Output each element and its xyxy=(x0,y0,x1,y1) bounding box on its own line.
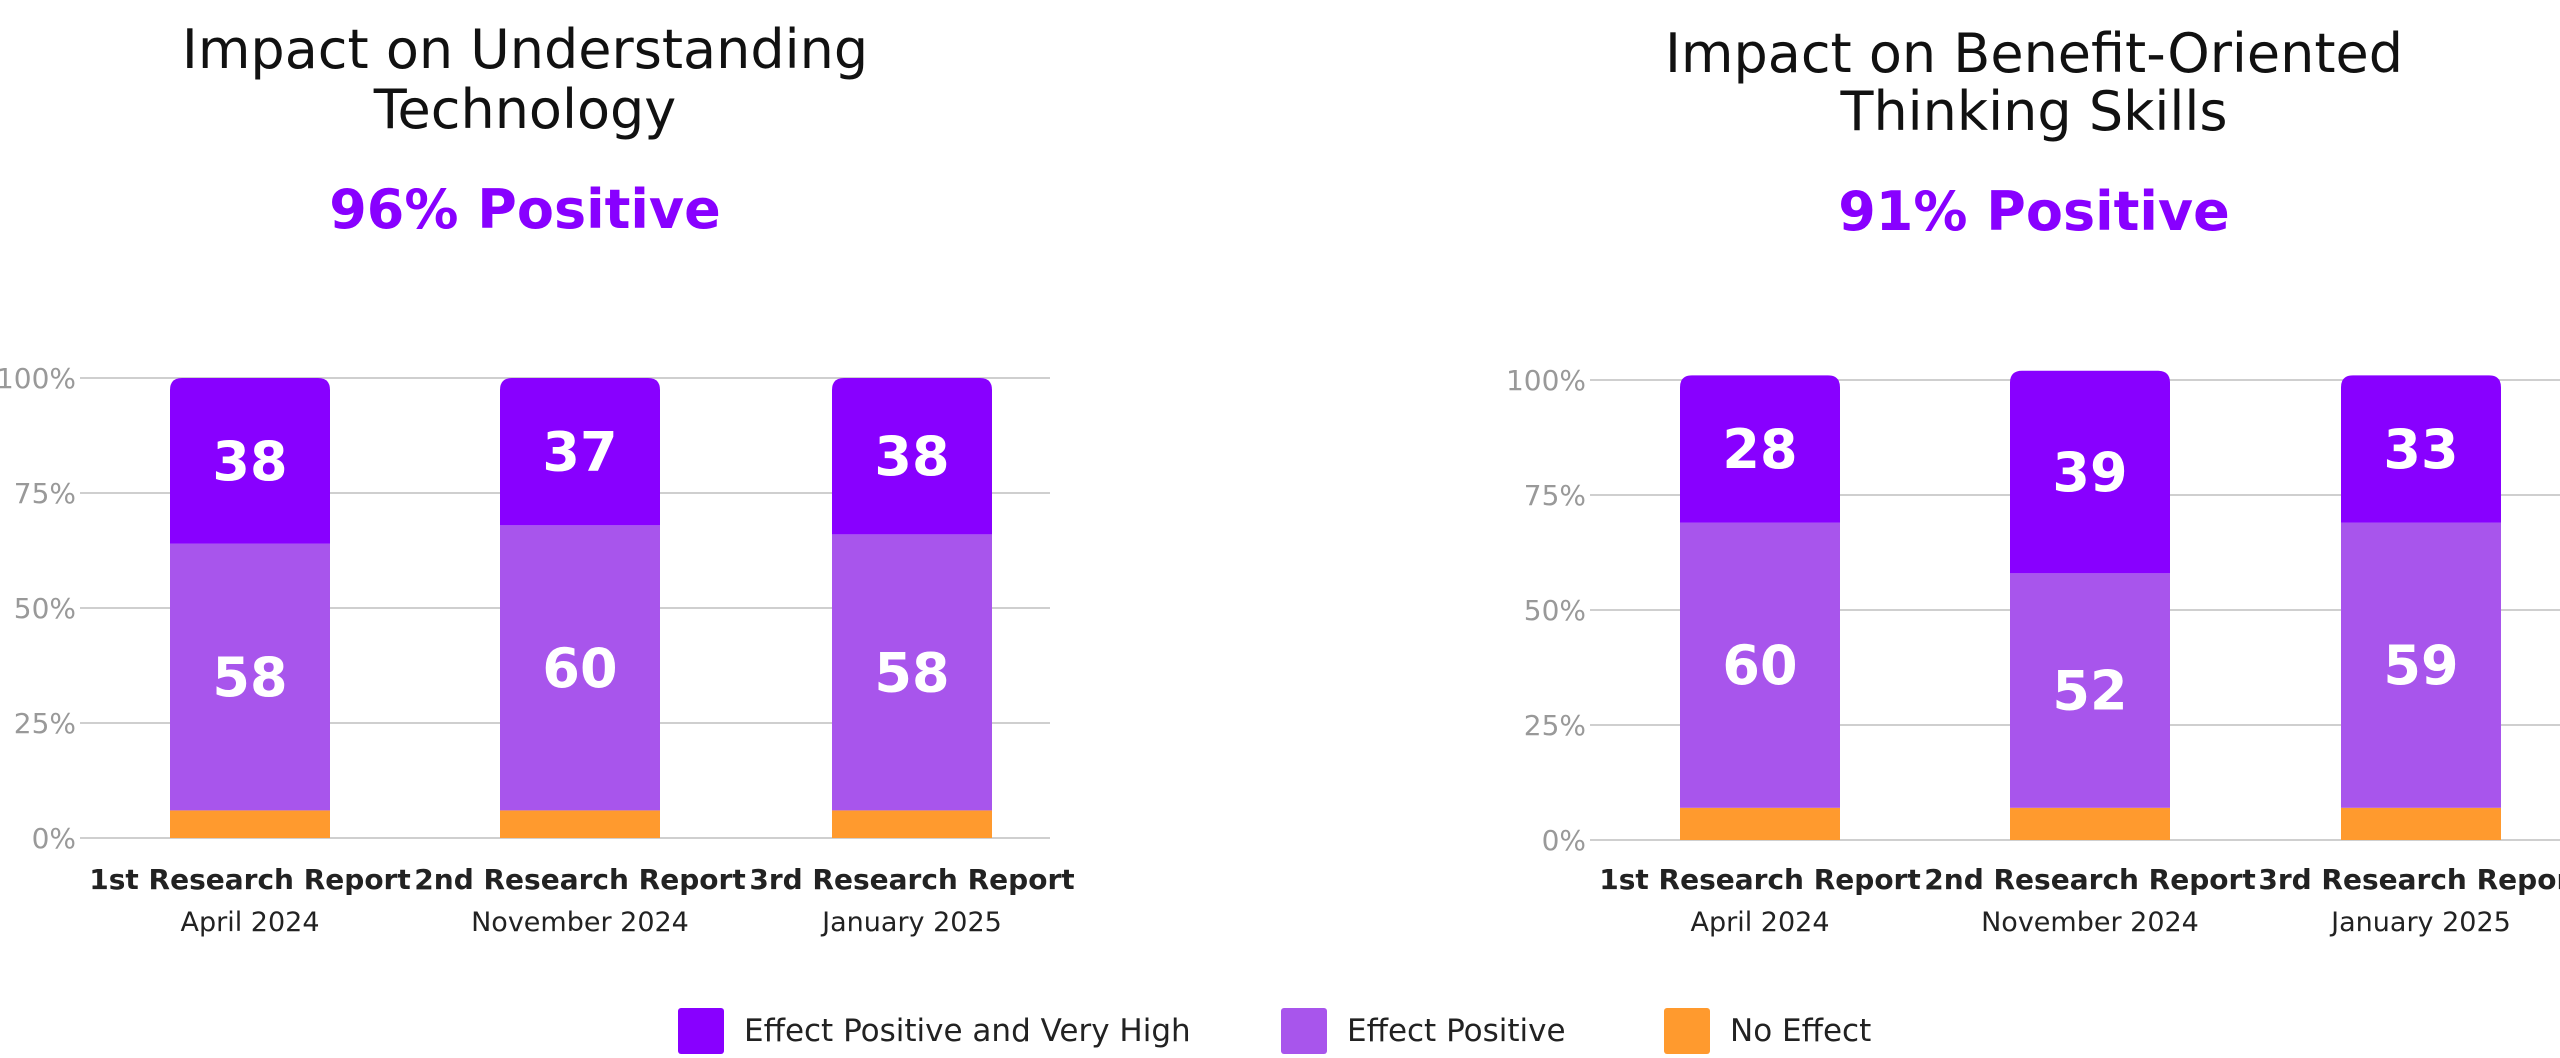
bar-effect-positive-2 xyxy=(2010,573,2170,808)
legend-label-positive: Effect Positive xyxy=(1347,1013,1566,1049)
y-tick-label: 0% xyxy=(1542,824,1586,857)
bar-effect-positive-3 xyxy=(832,534,992,811)
bar-effect-positive-and-very-high-3 xyxy=(832,378,992,535)
bar-no-effect-1 xyxy=(170,810,330,838)
legend: Effect Positive and Very High Effect Pos… xyxy=(0,1006,2560,1058)
data-label-effect-positive-and-very-high: 33 xyxy=(2383,418,2458,481)
bar-effect-positive-1 xyxy=(170,543,330,811)
chart-title-line: Impact on Benefit-Oriented xyxy=(1665,22,2403,85)
legend-label-no-effect: No Effect xyxy=(1730,1013,1872,1049)
bar-effect-positive-and-very-high-1 xyxy=(170,378,330,544)
chart-subtitle: 96% Positive xyxy=(329,178,721,241)
bar-effect-positive-2 xyxy=(500,525,660,811)
legend-item-very-high: Effect Positive and Very High xyxy=(678,1006,1191,1056)
x-category-sublabel: April 2024 xyxy=(180,907,319,938)
x-category-sublabel: April 2024 xyxy=(1690,907,1829,938)
x-category-sublabel: January 2025 xyxy=(2329,907,2511,938)
data-label-effect-positive: 59 xyxy=(2383,634,2458,697)
data-label-effect-positive: 60 xyxy=(1722,634,1797,697)
data-label-effect-positive-and-very-high: 39 xyxy=(2052,441,2127,504)
y-tick-label: 100% xyxy=(1506,364,1586,397)
y-tick-label: 75% xyxy=(14,477,76,510)
chart-title-line: Thinking Skills xyxy=(1839,80,2227,143)
y-tick-label: 50% xyxy=(14,592,76,625)
y-tick-label: 100% xyxy=(0,362,76,395)
legend-swatch-positive xyxy=(1281,1008,1327,1054)
x-category-label: 1st Research Report xyxy=(1599,863,1921,896)
x-category-label: 1st Research Report xyxy=(89,863,411,896)
legend-swatch-very-high xyxy=(678,1008,724,1054)
x-category-label: 3rd Research Report xyxy=(2258,863,2560,896)
bar-no-effect-2 xyxy=(500,810,660,838)
bar-effect-positive-and-very-high-3 xyxy=(2341,375,2501,523)
bar-effect-positive-and-very-high-2 xyxy=(500,378,660,526)
legend-item-positive: Effect Positive xyxy=(1281,1006,1566,1056)
legend-label-very-high: Effect Positive and Very High xyxy=(744,1013,1191,1049)
bar-effect-positive-1 xyxy=(1680,522,1840,808)
x-category-sublabel: November 2024 xyxy=(471,907,689,938)
x-category-sublabel: November 2024 xyxy=(1981,907,2199,938)
y-tick-label: 0% xyxy=(32,822,76,855)
y-tick-label: 50% xyxy=(1524,594,1586,627)
bar-no-effect-2 xyxy=(2010,807,2170,840)
bar-no-effect-1 xyxy=(1680,807,1840,840)
x-category-sublabel: January 2025 xyxy=(820,907,1002,938)
bar-no-effect-3 xyxy=(832,810,992,838)
data-label-effect-positive: 52 xyxy=(2052,660,2127,723)
x-category-label: 3rd Research Report xyxy=(749,863,1074,896)
data-label-effect-positive-and-very-high: 38 xyxy=(874,425,949,488)
data-label-effect-positive-and-very-high: 28 xyxy=(1722,418,1797,481)
data-label-effect-positive: 60 xyxy=(542,637,617,700)
chart-title-line: Impact on Understanding xyxy=(182,18,868,81)
legend-swatch-no-effect xyxy=(1664,1008,1710,1054)
bar-effect-positive-3 xyxy=(2341,522,2501,808)
y-tick-label: 25% xyxy=(1524,709,1586,742)
y-tick-label: 25% xyxy=(14,707,76,740)
data-label-effect-positive-and-very-high: 38 xyxy=(212,430,287,493)
chart-subtitle: 91% Positive xyxy=(1838,180,2230,243)
bar-effect-positive-and-very-high-2 xyxy=(2010,370,2170,574)
data-label-effect-positive: 58 xyxy=(874,641,949,704)
x-category-label: 2nd Research Report xyxy=(1924,863,2255,896)
bar-effect-positive-and-very-high-1 xyxy=(1680,375,1840,523)
legend-item-no-effect: No Effect xyxy=(1664,1006,1871,1056)
data-label-effect-positive-and-very-high: 37 xyxy=(542,421,617,484)
bar-no-effect-3 xyxy=(2341,807,2501,840)
data-label-effect-positive: 58 xyxy=(212,646,287,709)
y-tick-label: 75% xyxy=(1524,479,1586,512)
x-category-label: 2nd Research Report xyxy=(414,863,745,896)
chart-title-line: Technology xyxy=(373,78,676,141)
